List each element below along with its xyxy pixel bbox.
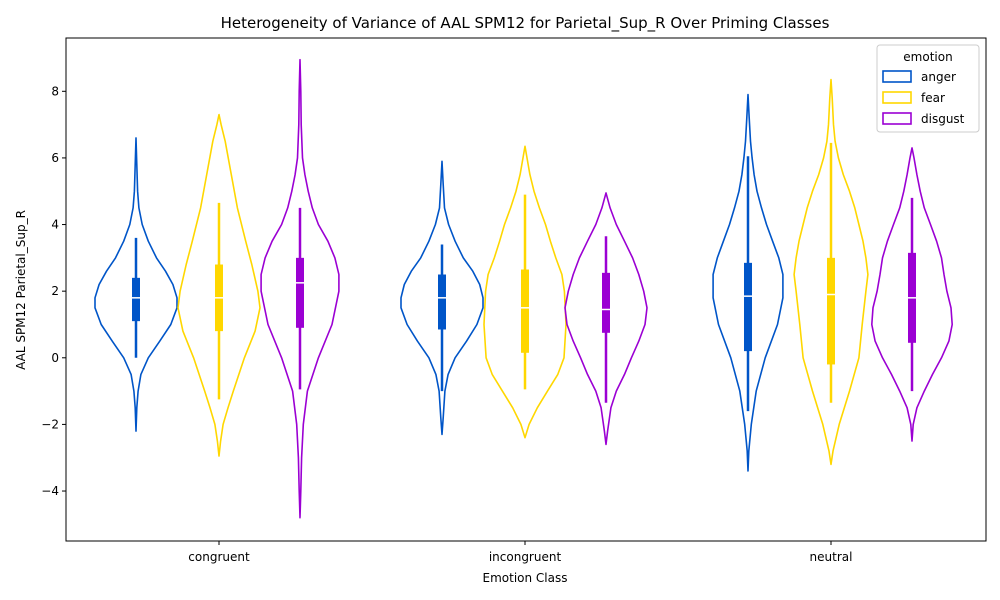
- violin-outline: [260, 58, 340, 519]
- y-tick-label: 6: [51, 151, 59, 165]
- y-axis: −4 −2 0 2 4 6 8: [41, 84, 66, 498]
- violin-outline: [871, 147, 953, 442]
- legend-swatch-disgust: [882, 112, 912, 125]
- plot-frame: [65, 37, 987, 542]
- y-tick-label: 4: [51, 218, 59, 232]
- violin-iqr-box: [521, 269, 529, 353]
- violin-iqr-box: [132, 277, 140, 322]
- legend-title: emotion: [903, 50, 952, 64]
- violin-disgust-neutral: [871, 147, 953, 442]
- violin-outline: [483, 145, 567, 439]
- y-axis-label: AAL SPM12 Parietal_Sup_R: [14, 210, 28, 370]
- y-tick-label: 8: [51, 84, 59, 98]
- violin-outline: [793, 78, 869, 466]
- violin-disgust-congruent: [260, 58, 340, 519]
- legend-swatch-fear: [882, 91, 912, 104]
- legend-swatch-anger: [882, 70, 912, 83]
- violin-iqr-box: [438, 274, 446, 330]
- violin-anger-neutral: [712, 93, 784, 472]
- legend-frame: [876, 44, 980, 133]
- violin-outline: [400, 160, 484, 436]
- y-tick-label: −4: [41, 484, 59, 498]
- violin-iqr-box: [296, 257, 304, 328]
- x-tick-label: congruent: [188, 550, 250, 564]
- violin-anger-congruent: [94, 137, 178, 432]
- violin-fear-congruent: [177, 113, 261, 457]
- violin-disgust-incongruent: [564, 192, 648, 446]
- chart-title: Heterogeneity of Variance of AAL SPM12 f…: [221, 14, 830, 33]
- violin-iqr-box: [744, 262, 752, 352]
- violin-outline: [712, 93, 784, 472]
- violin-fear-neutral: [793, 78, 869, 466]
- violin-outline: [564, 192, 648, 446]
- y-tick-label: 0: [51, 351, 59, 365]
- legend: emotion anger fear disgust: [876, 44, 980, 133]
- violin-iqr-box: [602, 272, 610, 333]
- legend-label-fear: fear: [921, 91, 945, 105]
- x-tick-label: incongruent: [489, 550, 562, 564]
- violin-outline: [177, 113, 261, 457]
- plot-area: [94, 58, 953, 519]
- violin-anger-incongruent: [400, 160, 484, 436]
- violin-outline: [94, 137, 178, 432]
- x-axis-label: Emotion Class: [483, 571, 568, 585]
- y-tick-label: 2: [51, 284, 59, 298]
- legend-label-anger: anger: [921, 70, 956, 84]
- x-axis: congruent incongruent neutral: [188, 541, 852, 564]
- y-tick-label: −2: [41, 417, 59, 431]
- violin-fear-incongruent: [483, 145, 567, 439]
- violin-iqr-box: [827, 257, 835, 365]
- legend-label-disgust: disgust: [921, 112, 965, 126]
- x-tick-label: neutral: [810, 550, 853, 564]
